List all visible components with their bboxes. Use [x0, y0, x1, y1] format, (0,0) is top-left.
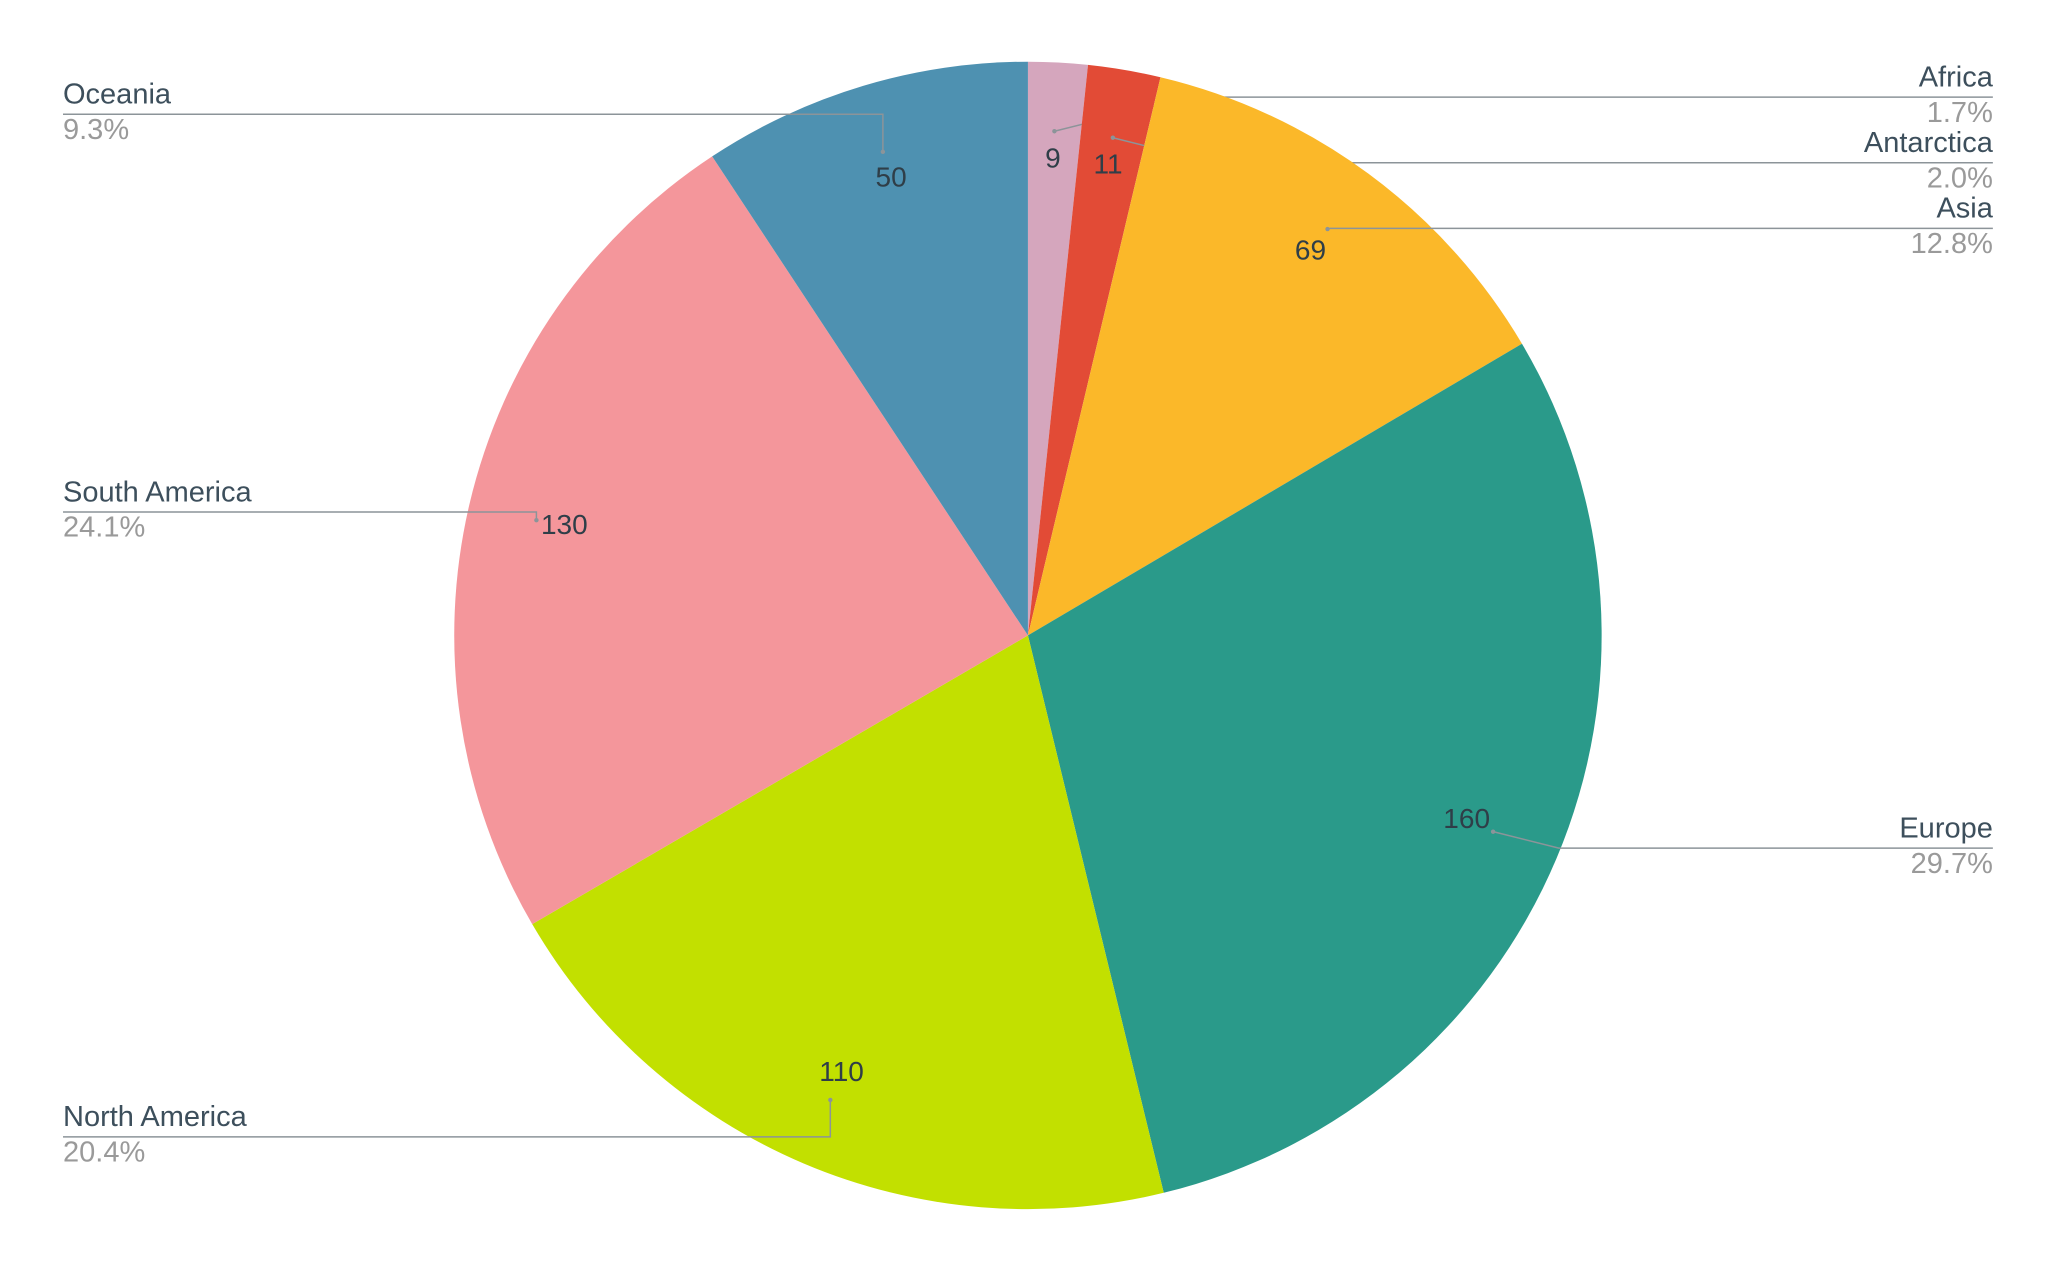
leader-line — [63, 113, 884, 152]
pie-slice — [532, 635, 1164, 1210]
slice-percent: 9.3% — [63, 114, 129, 146]
leader-line — [1492, 830, 1993, 849]
slice-name: Africa — [1919, 61, 1994, 93]
leader-dot — [534, 517, 539, 523]
slice-percent: 24.1% — [63, 512, 145, 544]
slice-percent: 20.4% — [63, 1137, 145, 1169]
value-label: 130 — [541, 509, 588, 540]
slice-percent: 2.0% — [1927, 163, 1993, 195]
pie-slice — [1027, 64, 1161, 636]
pie-slice — [1027, 77, 1522, 636]
slice-percent: 29.7% — [1911, 848, 1993, 880]
slice-name: North America — [63, 1101, 248, 1133]
value-label: 69 — [1295, 235, 1326, 266]
value-label: 160 — [1443, 803, 1490, 834]
value-label: 9 — [1045, 142, 1061, 173]
leader-dot — [1490, 829, 1496, 834]
slice-name: Oceania — [63, 78, 172, 110]
pie-slice — [1027, 343, 1602, 1193]
leader-dot — [1325, 226, 1330, 232]
leader-line — [63, 511, 538, 521]
slice-name: Europe — [1899, 812, 1993, 844]
value-label: 11 — [1094, 148, 1123, 179]
slice-percent: 12.8% — [1911, 228, 1993, 260]
leader-line — [1327, 227, 1993, 230]
leader-dot — [880, 149, 886, 155]
slice-percent: 1.7% — [1927, 97, 1993, 129]
leader-dot — [1052, 129, 1057, 134]
pie-slice — [712, 61, 1028, 636]
slice-name: South America — [63, 476, 252, 508]
slice-name: Antarctica — [1864, 127, 1994, 159]
leader-dot — [1110, 135, 1116, 140]
leader-dot — [828, 1097, 833, 1103]
pie-slice — [454, 156, 1028, 925]
slice-name: Asia — [1936, 193, 1993, 225]
value-label: 110 — [819, 1056, 864, 1087]
leader-line — [63, 1099, 832, 1138]
pie-slice — [1027, 61, 1089, 636]
value-label: 50 — [876, 162, 907, 193]
